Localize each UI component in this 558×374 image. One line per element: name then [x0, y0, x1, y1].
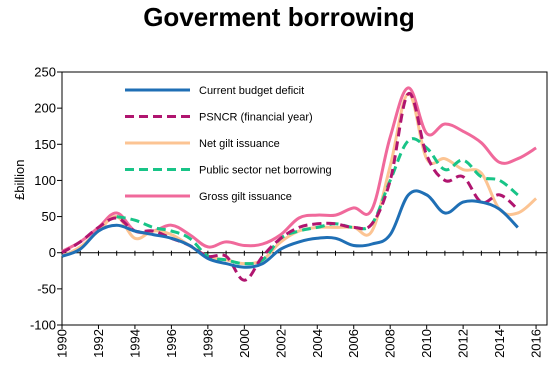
x-tick-label: 2014 [492, 329, 507, 358]
x-tick-label: 1992 [91, 329, 106, 358]
x-tick-label: 1994 [127, 329, 142, 358]
legend-label-psncr-financial-year: PSNCR (financial year) [199, 112, 313, 124]
y-tick-label: 100 [34, 173, 56, 188]
y-tick-label: 0 [49, 245, 56, 260]
series-lines [61, 86, 538, 282]
legend-label-net-gilt-issuance: Net gilt issuance [199, 138, 280, 150]
x-tick-label: 1996 [164, 329, 179, 358]
legend-label-gross-gilt-issuance: Gross gilt issuance [199, 191, 292, 203]
x-tick-label: 2004 [310, 329, 325, 358]
series-line-net-gilt-issuance [61, 92, 538, 266]
y-tick-label: 50 [42, 209, 56, 224]
y-tick-label: -50 [37, 281, 56, 296]
x-tick-label: 1998 [200, 329, 215, 358]
legend: Current budget deficit PSNCR (financial y… [125, 85, 332, 203]
legend-label-public-sector-net-borrowing: Public sector net borrowing [199, 165, 332, 177]
y-axis: -100 -50 0 50 100 150 200 250 [30, 65, 62, 333]
series-line-current-budget-deficit [61, 189, 519, 269]
x-axis: 1990 1992 1994 1996 1998 2000 2002 2004 2006 2008… [55, 250, 547, 358]
x-tick-label: 2016 [529, 329, 544, 358]
series-line-public-sector-net-borrowing [116, 137, 519, 266]
x-tick-label: 2012 [456, 329, 471, 358]
x-tick-label: 2010 [419, 329, 434, 358]
plot-area [61, 71, 548, 326]
x-tick-label: 2006 [346, 329, 361, 358]
y-tick-label: 150 [34, 137, 56, 152]
x-tick-label: 2008 [383, 329, 398, 358]
x-tick-label: 2002 [273, 329, 288, 358]
y-tick-label: 250 [34, 65, 56, 80]
chart-title: Goverment borrowing [143, 2, 415, 32]
x-tick-label: 1990 [55, 329, 70, 358]
legend-label-current-budget-deficit: Current budget deficit [199, 85, 304, 97]
y-tick-label: -100 [30, 318, 56, 333]
y-tick-label: 200 [34, 101, 56, 116]
x-tick-label: 2000 [237, 329, 252, 358]
